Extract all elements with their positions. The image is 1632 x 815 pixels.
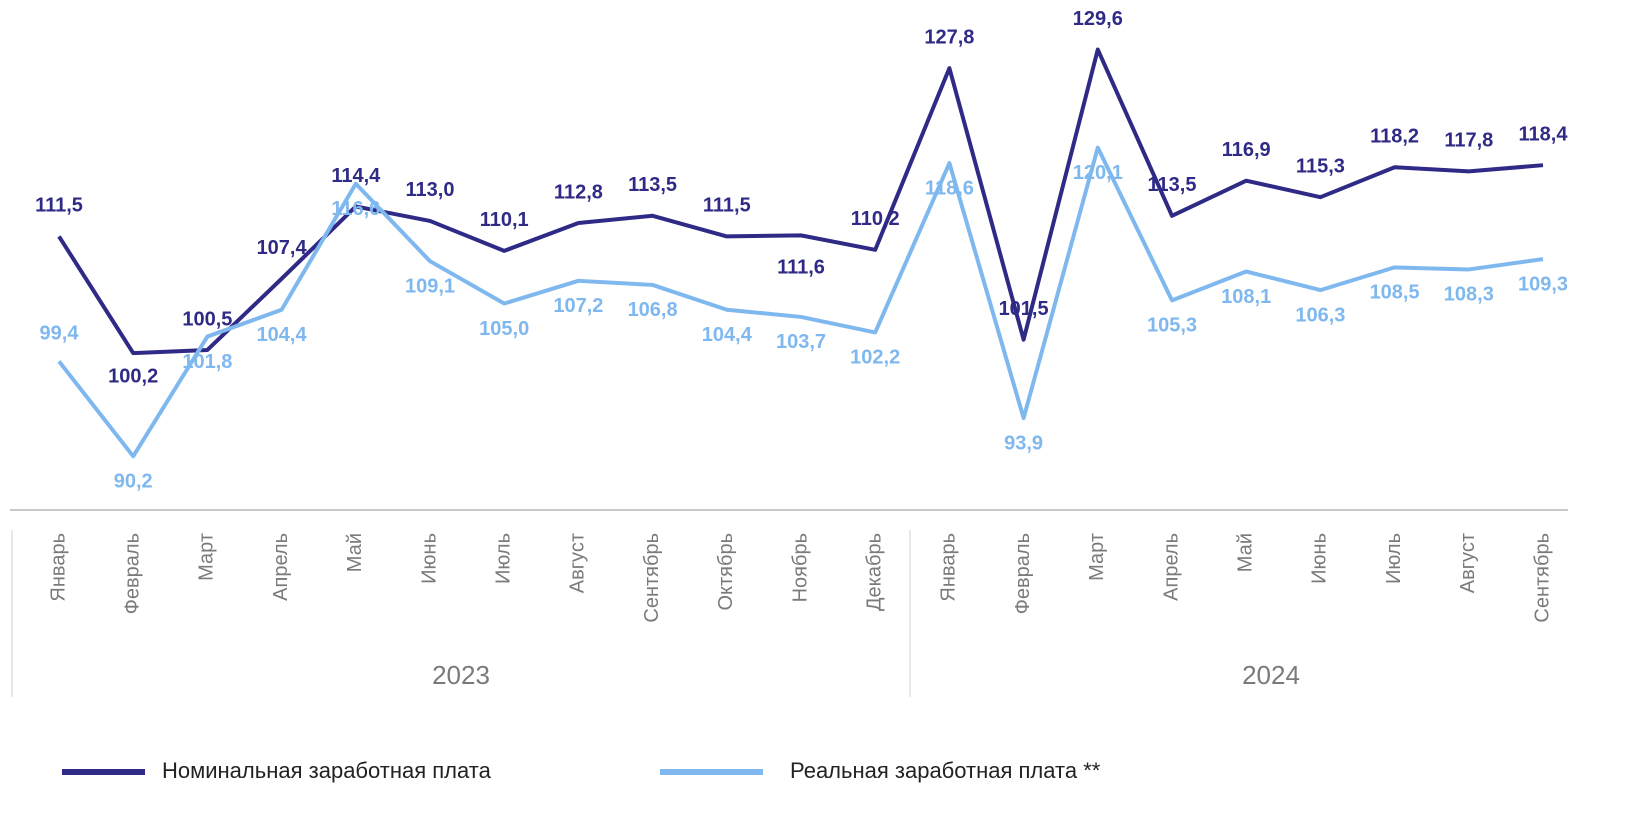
x-tick-label: Март: [196, 533, 218, 581]
x-tick-label: Январь: [47, 533, 69, 602]
data-label: 120,1: [1073, 162, 1123, 184]
x-tick-label: Август: [1457, 533, 1479, 593]
data-label: 107,2: [553, 295, 603, 317]
data-label: 109,1: [405, 275, 455, 297]
data-label: 106,3: [1295, 304, 1345, 326]
data-label: 103,7: [776, 331, 826, 353]
series-line: [57, 47, 1544, 356]
data-label: 101,5: [999, 298, 1049, 320]
data-label: 117,8: [1444, 130, 1493, 152]
data-label: 107,4: [257, 237, 308, 259]
group-label: 2023: [432, 660, 490, 690]
data-label: 104,4: [702, 324, 753, 346]
data-label: 104,4: [257, 324, 308, 346]
x-tick-label: Май: [1234, 533, 1256, 572]
data-label: 111,5: [35, 195, 83, 217]
data-label: 100,2: [108, 365, 158, 387]
data-label: 112,8: [554, 181, 603, 203]
data-label: 113,0: [406, 179, 455, 201]
data-label: 118,4: [1519, 123, 1569, 145]
data-label: 108,1: [1221, 286, 1271, 308]
data-label: 106,8: [628, 299, 678, 321]
x-tick-label: Август: [567, 533, 589, 593]
x-tick-label: Февраль: [1012, 533, 1034, 614]
data-label: 111,5: [703, 195, 751, 217]
data-label: 105,0: [479, 318, 529, 340]
x-tick-label: Март: [1086, 533, 1108, 581]
x-tick-label: Сентябрь: [1531, 533, 1553, 623]
data-label: 108,5: [1370, 282, 1420, 304]
x-tick-label: Октябрь: [715, 533, 737, 611]
data-label: 113,5: [628, 174, 677, 196]
data-label: 101,8: [182, 351, 232, 373]
x-tick-label: Июль: [1383, 533, 1405, 584]
x-tick-label: Апрель: [1160, 533, 1182, 601]
data-label: 114,4: [331, 165, 381, 187]
data-label: 116,9: [1222, 139, 1271, 161]
legend-label: Реальная заработная плата **: [790, 758, 1101, 783]
data-label: 129,6: [1073, 8, 1123, 30]
x-tick-label: Ноябрь: [789, 533, 811, 602]
data-label: 105,3: [1147, 315, 1197, 337]
data-label: 99,4: [40, 323, 80, 345]
data-label: 116,6: [331, 198, 380, 220]
data-label: 100,5: [182, 308, 232, 330]
data-label: 115,3: [1296, 155, 1345, 177]
series-line: [57, 145, 1544, 459]
data-label: 102,2: [850, 347, 900, 369]
data-label: 110,2: [851, 208, 900, 230]
data-label: 108,3: [1444, 284, 1494, 306]
data-label: 93,9: [1004, 432, 1043, 454]
data-label: 127,8: [924, 26, 974, 48]
x-tick-label: Июль: [492, 533, 514, 584]
x-tick-label: Май: [344, 533, 366, 572]
data-label: 109,3: [1518, 273, 1568, 295]
x-tick-label: Январь: [938, 533, 960, 602]
data-label: 110,1: [480, 209, 529, 231]
data-label: 118,6: [925, 177, 974, 199]
data-label: 90,2: [114, 471, 153, 493]
data-label: 111,6: [777, 257, 825, 279]
data-label: 113,5: [1148, 174, 1197, 196]
x-tick-label: Июнь: [418, 533, 440, 584]
x-tick-label: Июнь: [1309, 533, 1331, 584]
x-tick-label: Февраль: [121, 533, 143, 614]
legend-label: Номинальная заработная плата: [162, 758, 492, 783]
x-tick-label: Апрель: [270, 533, 292, 601]
x-tick-label: Декабрь: [863, 533, 885, 611]
x-tick-label: Сентябрь: [641, 533, 663, 623]
data-label: 118,2: [1370, 126, 1419, 148]
group-label: 2024: [1242, 660, 1300, 690]
